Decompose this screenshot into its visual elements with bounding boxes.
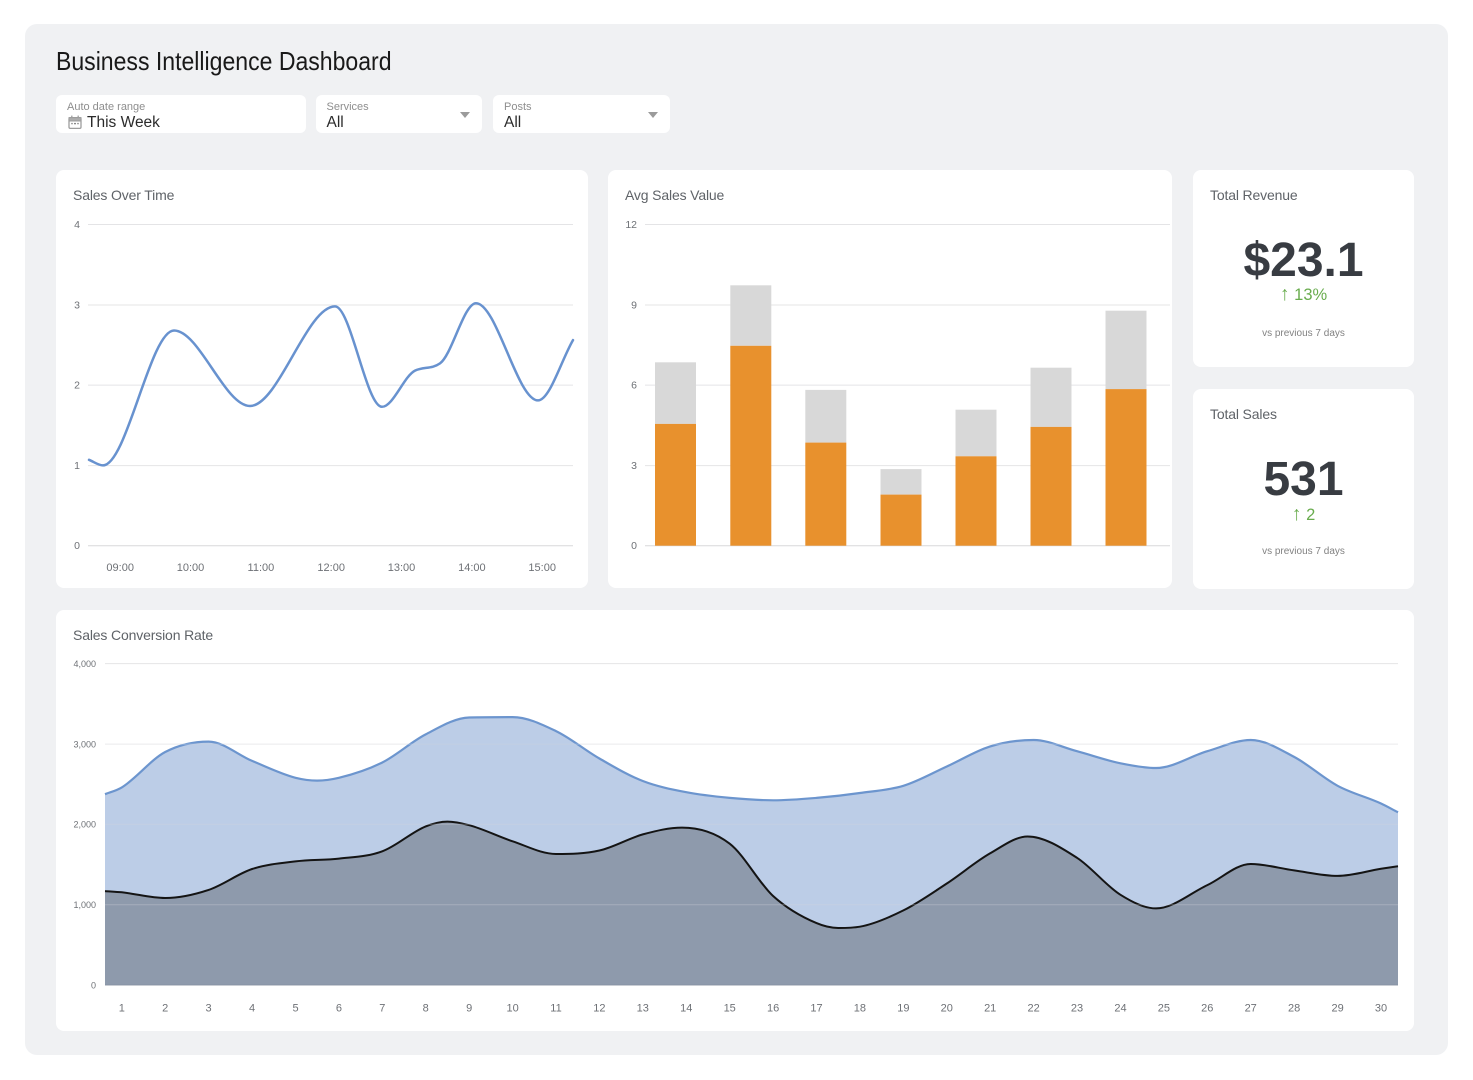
svg-text:12:00: 12:00	[317, 562, 345, 574]
svg-text:12: 12	[593, 1003, 605, 1015]
svg-text:1: 1	[74, 460, 80, 472]
svg-text:16: 16	[767, 1003, 779, 1015]
svg-text:14: 14	[680, 1003, 692, 1015]
svg-text:2,000: 2,000	[73, 819, 96, 829]
svg-text:26: 26	[1201, 1003, 1213, 1015]
svg-text:18: 18	[854, 1003, 866, 1015]
svg-text:1: 1	[119, 1003, 125, 1015]
svg-text:0: 0	[631, 540, 637, 552]
svg-text:28: 28	[1288, 1003, 1300, 1015]
svg-text:12: 12	[625, 219, 637, 231]
svg-text:14:00: 14:00	[458, 562, 486, 574]
svg-text:3: 3	[206, 1003, 212, 1015]
svg-text:3,000: 3,000	[73, 739, 96, 749]
svg-text:6: 6	[336, 1003, 342, 1015]
svg-text:23: 23	[1071, 1003, 1083, 1015]
svg-text:4,000: 4,000	[73, 659, 96, 669]
svg-text:17: 17	[810, 1003, 822, 1015]
svg-text:25: 25	[1158, 1003, 1170, 1015]
svg-text:11: 11	[550, 1003, 561, 1015]
svg-text:27: 27	[1245, 1003, 1257, 1015]
svg-text:21: 21	[984, 1003, 996, 1015]
svg-text:0: 0	[74, 540, 80, 552]
svg-text:4: 4	[249, 1003, 255, 1015]
svg-text:10:00: 10:00	[177, 562, 205, 574]
svg-text:5: 5	[292, 1003, 298, 1015]
svg-text:4: 4	[74, 219, 80, 231]
svg-text:2: 2	[162, 1003, 168, 1015]
svg-text:9: 9	[631, 300, 637, 312]
svg-text:9: 9	[466, 1003, 472, 1015]
svg-text:8: 8	[423, 1003, 429, 1015]
svg-text:1,000: 1,000	[73, 900, 96, 910]
svg-text:10: 10	[506, 1003, 518, 1015]
svg-text:7: 7	[379, 1003, 385, 1015]
svg-text:2: 2	[74, 380, 80, 392]
svg-text:22: 22	[1027, 1003, 1039, 1015]
svg-text:09:00: 09:00	[106, 562, 134, 574]
svg-text:24: 24	[1114, 1003, 1126, 1015]
svg-text:29: 29	[1331, 1003, 1343, 1015]
svg-text:15:00: 15:00	[528, 562, 556, 574]
svg-text:11:00: 11:00	[248, 562, 275, 574]
svg-text:0: 0	[91, 980, 96, 990]
svg-text:3: 3	[631, 460, 637, 472]
svg-text:20: 20	[941, 1003, 953, 1015]
svg-text:13:00: 13:00	[388, 562, 416, 574]
svg-text:15: 15	[724, 1003, 736, 1015]
svg-text:30: 30	[1375, 1003, 1387, 1015]
svg-text:19: 19	[897, 1003, 909, 1015]
svg-text:3: 3	[74, 300, 80, 312]
svg-text:13: 13	[637, 1003, 649, 1015]
svg-text:6: 6	[631, 380, 637, 392]
